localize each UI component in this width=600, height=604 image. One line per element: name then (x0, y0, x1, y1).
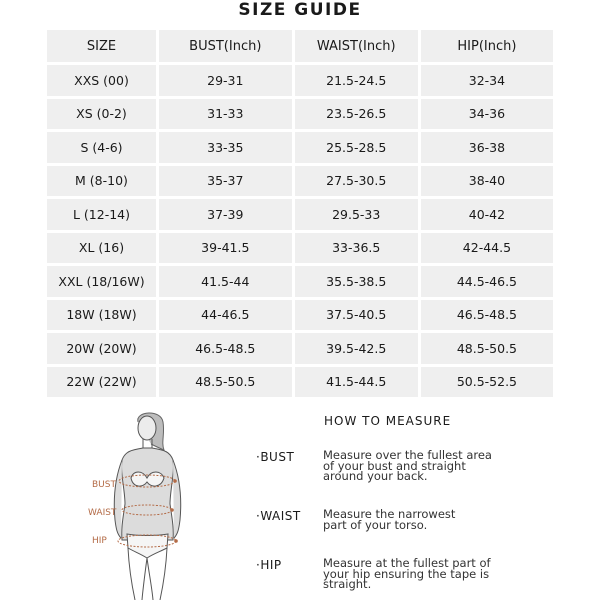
measure-desc-waist: Measure the narrowest part of your torso… (323, 509, 513, 530)
table-header-row: SIZE BUST(Inch) WAIST(Inch) HIP(Inch) (47, 30, 553, 62)
cell-hip: 36-38 (417, 132, 553, 163)
cell-size: 22W (22W) (47, 366, 156, 397)
header-size: SIZE (47, 30, 156, 62)
cell-hip: 34-36 (417, 98, 553, 129)
woman-silhouette-icon (113, 412, 182, 601)
cell-hip: 40-42 (417, 199, 553, 230)
desc-line: your hip ensuring the tape is (323, 566, 490, 581)
cell-size: XXL (18/16W) (47, 266, 156, 297)
table-row: XL (16) 39-41.5 33-36.5 42-44.5 (47, 232, 553, 263)
body-figure-illustration (75, 408, 220, 601)
cell-size: 20W (20W) (47, 333, 156, 364)
cell-hip: 42-44.5 (417, 232, 553, 263)
table-row: XXL (18/16W) 41.5-44 35.5-38.5 44.5-46.5 (47, 266, 553, 297)
measure-key-hip: ·HIP (256, 558, 282, 572)
measure-key-bust: ·BUST (256, 450, 295, 464)
how-to-measure-title: HOW TO MEASURE (324, 414, 452, 428)
cell-bust: 37-39 (155, 199, 292, 230)
cell-bust: 33-35 (155, 132, 292, 163)
page-title: SIZE GUIDE (238, 0, 362, 20)
cell-hip: 50.5-52.5 (417, 366, 553, 397)
size-table: SIZE BUST(Inch) WAIST(Inch) HIP(Inch) XX… (47, 27, 553, 400)
cell-waist: 39.5-42.5 (291, 333, 418, 364)
desc-line: around your back. (323, 469, 428, 483)
cell-size: XS (0-2) (47, 98, 156, 129)
desc-line: straight. (323, 577, 372, 591)
table-row: S (4-6) 33-35 25.5-28.5 36-38 (47, 132, 553, 163)
cell-waist: 41.5-44.5 (291, 366, 418, 397)
cell-hip: 38-40 (417, 165, 553, 196)
cell-bust: 41.5-44 (155, 266, 292, 297)
cell-size: XXS (00) (47, 65, 156, 96)
cell-waist: 27.5-30.5 (291, 165, 418, 196)
cell-waist: 21.5-24.5 (291, 65, 418, 96)
cell-hip: 48.5-50.5 (417, 333, 553, 364)
header-waist: WAIST(Inch) (291, 30, 418, 62)
cell-waist: 37.5-40.5 (291, 299, 418, 330)
cell-hip: 46.5-48.5 (417, 299, 553, 330)
desc-line: Measure over the fullest area (323, 448, 492, 462)
cell-waist: 25.5-28.5 (291, 132, 418, 163)
cell-waist: 23.5-26.5 (291, 98, 418, 129)
cell-size: M (8-10) (47, 165, 156, 196)
desc-line: part of your torso. (323, 517, 428, 532)
cell-size: S (4-6) (47, 132, 156, 163)
figure-label-hip: HIP (92, 536, 107, 546)
cell-bust: 35-37 (155, 165, 292, 196)
measure-key-waist: ·WAIST (256, 509, 301, 523)
figure-label-waist: WAIST (88, 508, 117, 518)
cell-waist: 29.5-33 (291, 199, 418, 230)
table-row: L (12-14) 37-39 29.5-33 40-42 (47, 199, 553, 230)
header-hip: HIP(Inch) (417, 30, 553, 62)
cell-size: L (12-14) (47, 199, 156, 230)
table-row: XXS (00) 29-31 21.5-24.5 32-34 (47, 65, 553, 96)
table-row: 20W (20W) 46.5-48.5 39.5-42.5 48.5-50.5 (47, 333, 553, 364)
measure-desc-bust: Measure over the fullest area of your bu… (323, 450, 513, 482)
cell-size: 18W (18W) (47, 299, 156, 330)
cell-bust: 31-33 (155, 98, 292, 129)
cell-hip: 32-34 (417, 65, 553, 96)
desc-line: Measure the narrowest (323, 507, 456, 521)
figure-label-bust: BUST (92, 480, 116, 490)
cell-size: XL (16) (47, 232, 156, 263)
measure-desc-hip: Measure at the fullest part of your hip … (323, 558, 513, 590)
cell-waist: 35.5-38.5 (291, 266, 418, 297)
header-bust: BUST(Inch) (155, 30, 292, 62)
cell-bust: 39-41.5 (155, 232, 292, 263)
desc-line: of your bust and straight (323, 458, 466, 473)
table-row: 22W (22W) 48.5-50.5 41.5-44.5 50.5-52.5 (47, 366, 553, 397)
cell-bust: 44-46.5 (155, 299, 292, 330)
desc-line: Measure at the fullest part of (323, 556, 491, 570)
cell-bust: 48.5-50.5 (155, 366, 292, 397)
table-row: M (8-10) 35-37 27.5-30.5 38-40 (47, 165, 553, 196)
table-row: XS (0-2) 31-33 23.5-26.5 34-36 (47, 98, 553, 129)
cell-bust: 29-31 (155, 65, 292, 96)
table-row: 18W (18W) 44-46.5 37.5-40.5 46.5-48.5 (47, 299, 553, 330)
cell-bust: 46.5-48.5 (155, 333, 292, 364)
cell-waist: 33-36.5 (291, 232, 418, 263)
cell-hip: 44.5-46.5 (417, 266, 553, 297)
